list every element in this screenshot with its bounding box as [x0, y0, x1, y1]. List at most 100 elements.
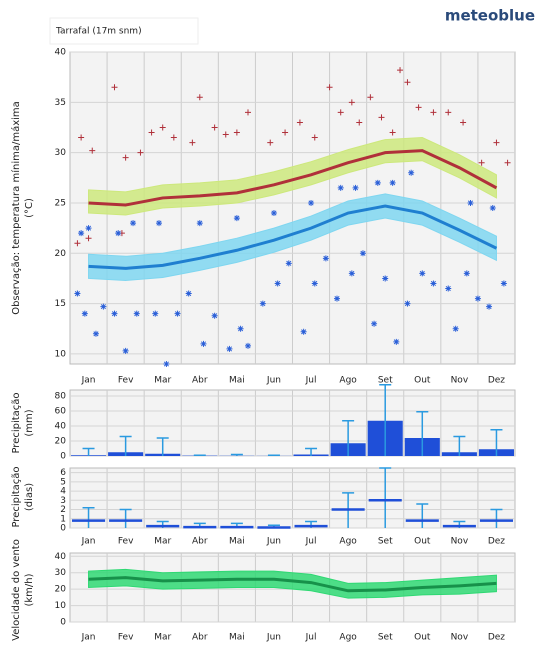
observation-point	[133, 310, 140, 317]
observation-point	[445, 109, 452, 116]
month-label: Set	[378, 633, 393, 643]
y-tick-label: 30	[55, 568, 67, 578]
observation-point	[300, 328, 307, 335]
observation-point	[74, 290, 81, 297]
observation-point	[404, 300, 411, 307]
y-tick-label: 35	[55, 98, 66, 108]
y-tick-label: 0	[60, 524, 66, 534]
y-tick-label: 4	[60, 487, 66, 497]
observation-point	[122, 154, 129, 161]
observation-point	[159, 124, 166, 131]
observation-point	[478, 159, 485, 166]
observation-point	[419, 270, 426, 277]
y-axis-label: Precipitação (dias)	[11, 466, 35, 527]
y-tick-label: 40	[55, 422, 67, 432]
observation-point	[397, 67, 404, 74]
month-label: Mai	[229, 537, 245, 547]
observation-point	[74, 240, 81, 247]
observation-point	[374, 179, 381, 186]
y-axis-label-line: Precipitação	[11, 392, 22, 453]
error-whisker	[267, 454, 280, 456]
error-whisker	[119, 508, 132, 528]
month-label: Fev	[118, 633, 134, 643]
month-label: Mai	[229, 376, 245, 386]
y-axis-label: Velocidade do vento (km/h)	[11, 539, 35, 641]
error-whisker	[82, 506, 95, 528]
observation-point	[78, 230, 85, 237]
month-label: Ago	[339, 537, 357, 547]
month-label: Ago	[339, 633, 357, 643]
observation-point	[445, 285, 452, 292]
observation-point	[489, 205, 496, 211]
observation-point	[267, 139, 274, 146]
y-tick-label: 1	[60, 514, 66, 524]
month-label: Jan	[81, 633, 96, 643]
location: Tarrafal (17m snm)	[55, 27, 142, 37]
y-axis-label-line: (mm)	[24, 409, 35, 436]
month-label: Fev	[118, 376, 134, 386]
month-label: Out	[414, 376, 431, 386]
observation-point	[174, 310, 181, 317]
month-label: Jan	[81, 376, 96, 386]
error-whisker	[193, 454, 206, 456]
observation-point	[130, 220, 137, 227]
observation-point	[322, 255, 329, 262]
observation-point	[493, 139, 500, 146]
month-label: Mar	[154, 537, 171, 547]
error-whisker	[379, 467, 392, 528]
observation-point	[111, 310, 118, 317]
y-tick-label: 2	[60, 505, 66, 515]
y-tick-label: 3	[60, 496, 66, 506]
observation-point	[393, 338, 400, 345]
observation-point	[415, 104, 422, 111]
observation-point	[170, 134, 177, 141]
observation-point	[389, 129, 396, 136]
observation-point	[245, 109, 251, 116]
observation-point	[233, 129, 240, 136]
y-tick-label: 20	[55, 437, 67, 447]
y-tick-label: 20	[55, 585, 67, 595]
observation-point	[430, 109, 437, 116]
observation-point	[148, 129, 155, 136]
y-axis-label-line: (dias)	[24, 483, 35, 511]
observation-point	[334, 295, 340, 302]
observation-point	[122, 347, 129, 354]
error-whisker	[416, 411, 429, 456]
y-axis-label-line: Velocidade do vento	[11, 539, 22, 641]
month-label: Set	[378, 537, 393, 547]
y-axis-label-line: Precipitação	[11, 466, 22, 527]
observation-point	[222, 131, 229, 138]
observation-point	[352, 184, 359, 191]
observation-point	[92, 330, 99, 337]
observation-point	[378, 114, 385, 121]
observation-point	[259, 300, 266, 307]
y-tick-label: 15	[55, 299, 66, 309]
mean-line	[88, 576, 497, 593]
month-label: Abr	[192, 633, 208, 643]
observation-point	[382, 275, 389, 282]
y-tick-label: 30	[55, 148, 67, 158]
observation-point	[196, 220, 203, 227]
error-whisker	[305, 447, 318, 456]
observation-point	[237, 325, 244, 332]
observation-point	[408, 169, 415, 176]
y-tick-label: 5	[60, 477, 66, 487]
y-axis-label: Precipitação (mm)	[11, 392, 35, 453]
y-tick-label: 20	[55, 249, 67, 259]
range-band	[88, 568, 497, 599]
month-label: Jun	[266, 537, 281, 547]
error-whisker	[453, 435, 466, 456]
month-label: Jun	[266, 633, 281, 643]
observation-point	[81, 310, 88, 317]
y-tick-label: 0	[60, 618, 66, 628]
month-label: Nov	[451, 537, 469, 547]
observation-point	[89, 147, 96, 154]
observation-point	[430, 280, 437, 287]
month-label: Mai	[229, 633, 245, 643]
observation-point	[233, 215, 240, 222]
observation-point	[359, 250, 366, 257]
month-label: Nov	[451, 633, 469, 643]
observation-point	[308, 199, 315, 206]
y-tick-label: 40	[55, 552, 67, 562]
